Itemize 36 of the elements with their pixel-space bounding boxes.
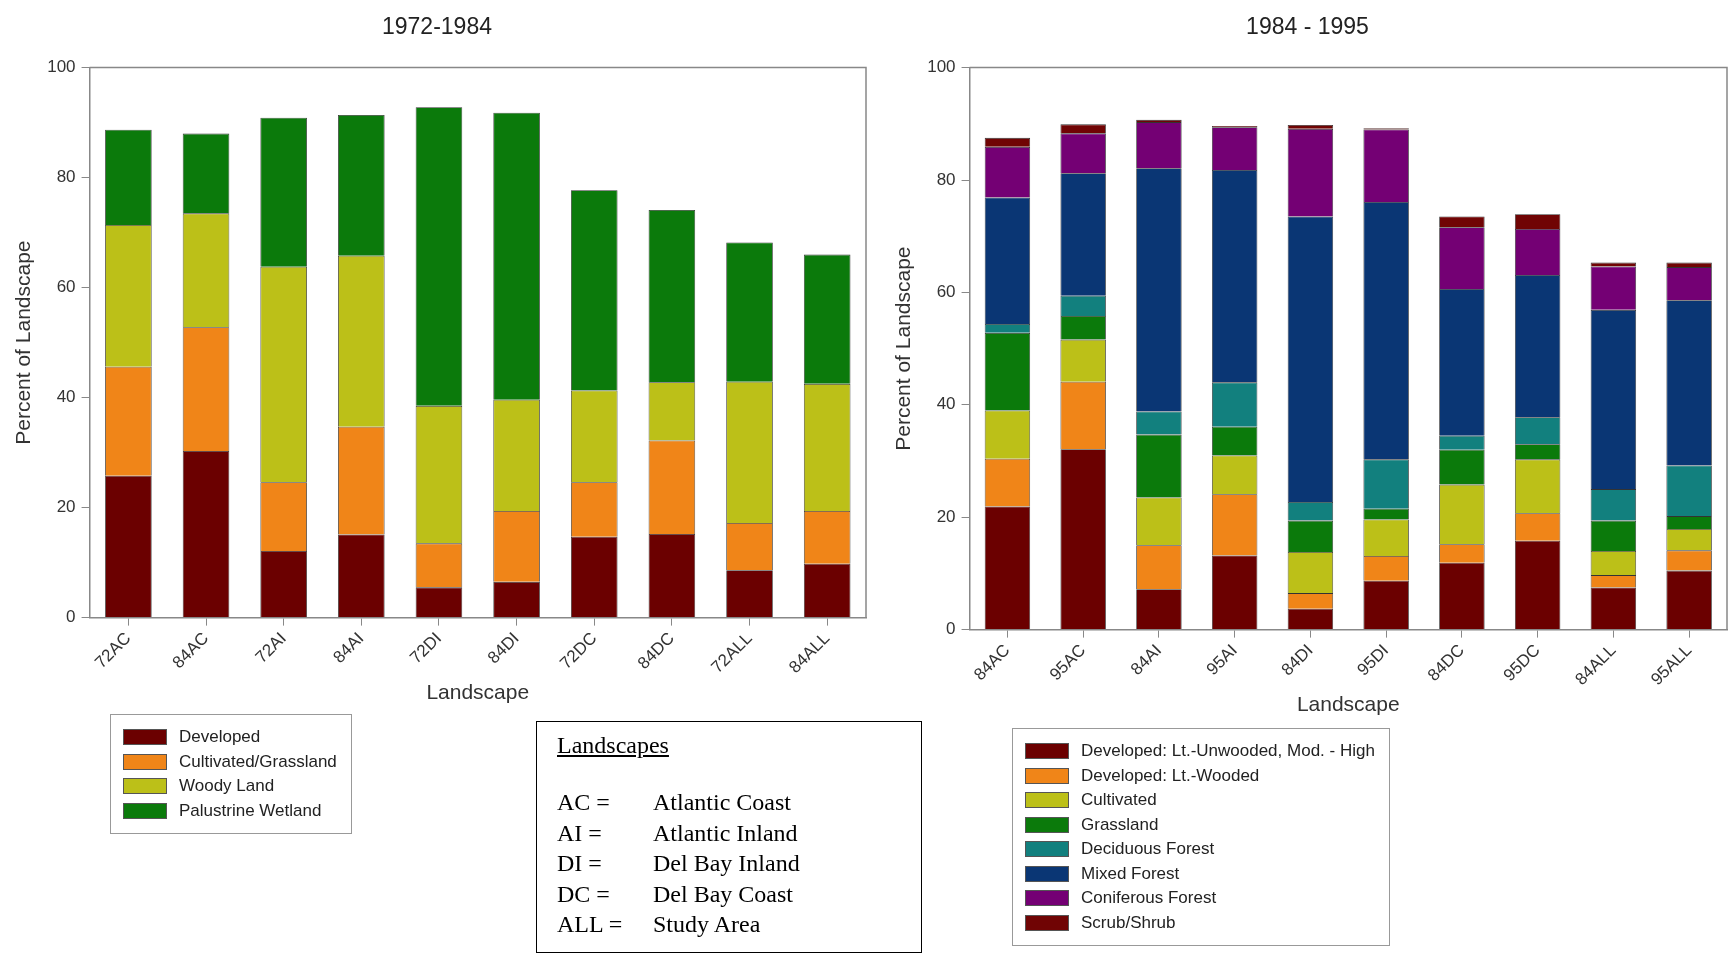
legend-label: Cultivated — [1081, 790, 1157, 811]
text: AC = Atlantic Coast — [557, 789, 791, 815]
text: DI = Del Bay Inland — [557, 850, 800, 876]
y-tick-label: 40 — [936, 394, 956, 414]
legend-label: Grassland — [1081, 814, 1159, 835]
x-axis-title: Landscape — [426, 680, 530, 704]
y-tick-label: 60 — [936, 282, 956, 302]
y-axis-title: Percent of Landscape — [891, 246, 915, 451]
y-tick-label: 20 — [56, 497, 76, 517]
legend-label: Woody Land — [179, 776, 275, 797]
x-axis-title: Landscape — [1296, 692, 1400, 716]
legend-label: Mixed Forest — [1081, 863, 1180, 884]
legend-label: Scrub/Shrub — [1081, 912, 1176, 933]
y-tick-label: 0 — [946, 619, 956, 639]
legend-label: Developed: Lt.-Wooded — [1081, 765, 1260, 786]
y-tick-label: 40 — [56, 387, 76, 407]
text: AI = Atlantic Inland — [557, 819, 798, 846]
y-tick-label: 80 — [56, 167, 76, 187]
chart-title: 1984 - 1995 — [1246, 13, 1369, 40]
legend-label: Coniferous Forest — [1081, 888, 1217, 909]
y-tick-label: 0 — [66, 607, 76, 627]
legend-label: Developed — [179, 727, 261, 748]
y-tick-label: 80 — [936, 169, 956, 189]
y-tick-label: 60 — [56, 277, 76, 297]
y-tick-label: 100 — [927, 57, 956, 77]
legend-label: Deciduous Forest — [1081, 839, 1215, 860]
legend-label: Developed: Lt.-Unwooded, Mod. - High — [1081, 741, 1375, 762]
y-tick-label: 20 — [936, 506, 956, 526]
y-axis-title: Percent of Landscape — [11, 240, 35, 445]
chart-title: 1972-1984 — [382, 13, 493, 40]
text: ALL = Study Area — [557, 911, 761, 937]
y-tick-label: 100 — [47, 57, 76, 77]
text: DC = Del Bay Coast — [557, 880, 793, 907]
legend-label: Cultivated/Grassland — [179, 751, 337, 772]
legend-label: Palustrine Wetland — [179, 800, 322, 821]
text: Landscapes — [557, 732, 670, 759]
